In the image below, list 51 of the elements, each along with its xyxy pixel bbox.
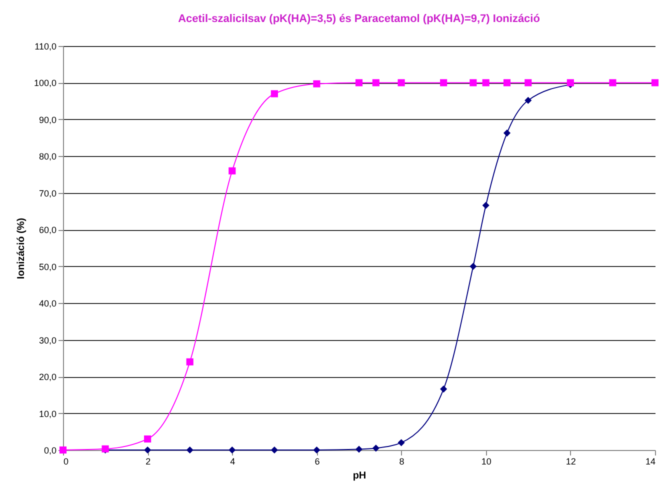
x-tick-label: 12 bbox=[566, 456, 576, 466]
point bbox=[503, 130, 511, 137]
point bbox=[470, 262, 477, 270]
chart-title: Acetil-szalicilsav (pK(HA)=3,5) és Paracetamol (pK(HA)=9,7) Ionizáció bbox=[178, 13, 540, 25]
point bbox=[440, 79, 448, 86]
y-tick-label: 40,0 bbox=[38, 298, 56, 309]
y-tick-label: 0,0 bbox=[44, 446, 56, 456]
x-tick-label: 14 bbox=[645, 456, 656, 466]
y-tick-label: 50,0 bbox=[38, 262, 56, 272]
x-tick-label: 4 bbox=[230, 456, 236, 466]
point bbox=[372, 79, 380, 86]
point bbox=[398, 439, 405, 446]
point bbox=[482, 202, 490, 209]
point bbox=[144, 435, 152, 443]
y-tick-label: 20,0 bbox=[38, 372, 56, 382]
point bbox=[470, 79, 477, 86]
point bbox=[313, 446, 320, 454]
y-tick-label: 30,0 bbox=[38, 335, 56, 346]
point bbox=[270, 90, 278, 98]
point bbox=[355, 79, 363, 86]
point bbox=[524, 79, 532, 86]
y-tick-label: 90,0 bbox=[38, 114, 56, 125]
y-tick-label: 80,0 bbox=[38, 152, 56, 162]
point bbox=[144, 446, 152, 454]
point bbox=[651, 79, 659, 86]
point bbox=[228, 446, 236, 454]
x-tick-label: 10 bbox=[481, 456, 492, 466]
y-tick-label: 60,0 bbox=[38, 225, 56, 236]
y-tick-label: 100,0 bbox=[34, 78, 56, 88]
x-tick-label: 0 bbox=[64, 456, 69, 466]
x-tick-label: 2 bbox=[146, 456, 151, 466]
point bbox=[186, 358, 194, 366]
point bbox=[270, 446, 278, 454]
y-axis-title: Ionizáció (%) bbox=[16, 218, 27, 280]
point bbox=[482, 79, 490, 86]
x-tick-label: 8 bbox=[399, 456, 404, 466]
point bbox=[524, 96, 532, 104]
point bbox=[228, 167, 236, 174]
x-axis-title: pH bbox=[352, 470, 366, 482]
point bbox=[372, 444, 380, 452]
y-tick-label: 110,0 bbox=[34, 42, 56, 52]
y-tick-label: 10,0 bbox=[38, 408, 56, 419]
point bbox=[186, 446, 194, 454]
point bbox=[398, 79, 405, 86]
point bbox=[355, 446, 363, 453]
point bbox=[609, 79, 616, 86]
point bbox=[440, 385, 448, 393]
point bbox=[313, 80, 320, 88]
point bbox=[503, 79, 511, 86]
y-tick-label: 70,0 bbox=[38, 188, 56, 198]
x-tick-label: 6 bbox=[314, 456, 320, 466]
